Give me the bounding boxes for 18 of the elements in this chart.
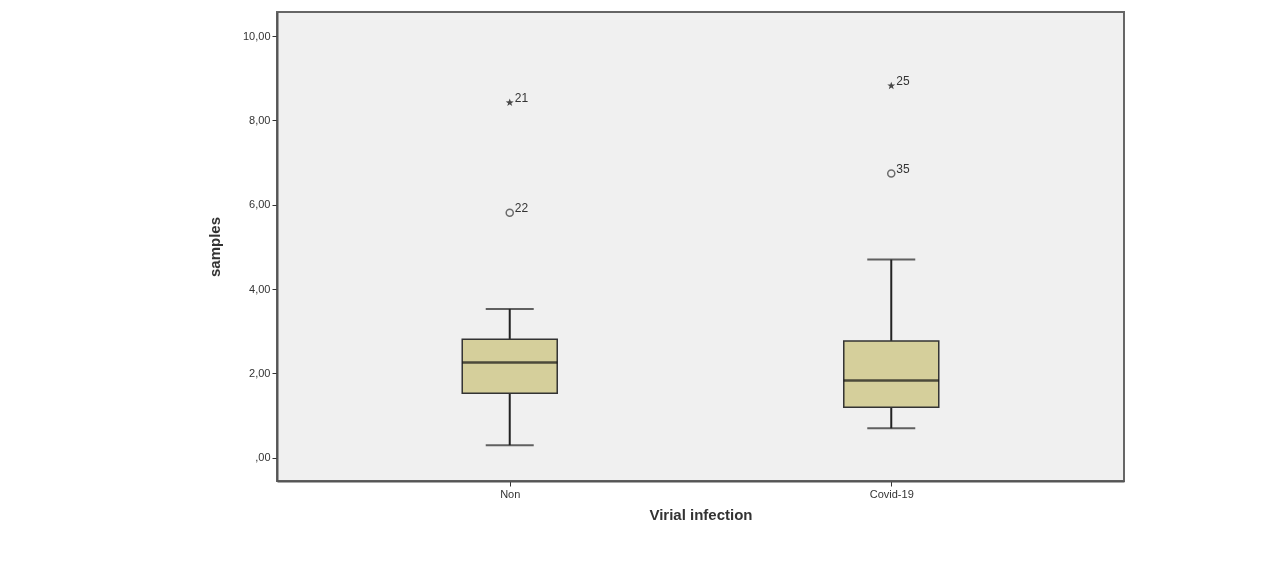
x-axis-title: Virial infection — [649, 505, 753, 523]
y-axis-title: samples — [205, 216, 223, 278]
point — [505, 98, 514, 107]
y-tick-label: 4,00 — [249, 282, 271, 295]
x-tick-label: Covid-19 — [869, 487, 914, 500]
y-tick-label: 10,00 — [242, 29, 271, 42]
y-tick-label: 6,00 — [249, 198, 271, 211]
y-tick-label: ,00 — [255, 451, 271, 464]
annotation: 35 — [896, 161, 910, 176]
x-tick-label: Non — [500, 487, 521, 500]
point — [886, 169, 896, 178]
annotation: 22 — [514, 200, 529, 215]
annotation: 25 — [896, 73, 910, 88]
point — [505, 208, 515, 218]
y-tick-label: 8,00 — [249, 113, 271, 126]
y-tick-label: 2,00 — [249, 366, 271, 379]
point — [887, 81, 896, 90]
annotation: 21 — [514, 90, 529, 105]
